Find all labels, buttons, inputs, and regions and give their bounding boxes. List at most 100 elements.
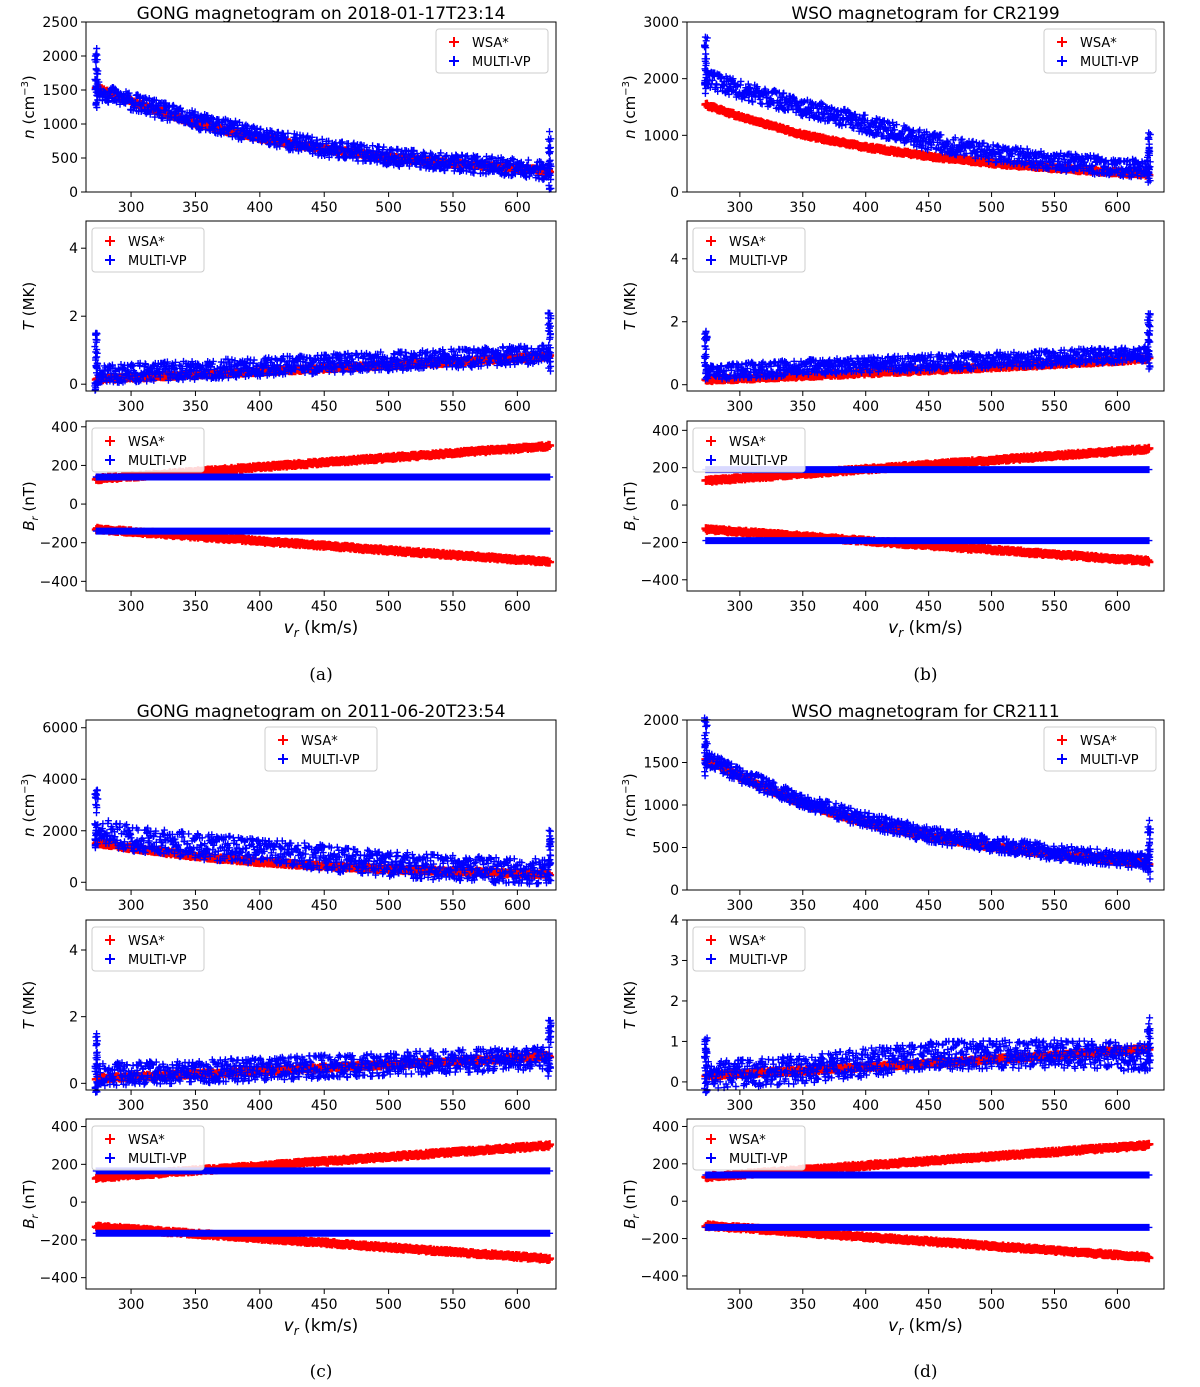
legend-wsa-marker [706, 935, 716, 945]
y-axis-label: T (MK) [20, 981, 38, 1029]
y-tick-label: 500 [51, 151, 78, 167]
x-tick-label: 500 [978, 1297, 1005, 1313]
x-tick-label: 500 [978, 399, 1005, 415]
multivp-series-markers [702, 1171, 1153, 1179]
axes-frame [85, 21, 557, 193]
x-tick-label: 600 [1104, 1297, 1131, 1313]
legend-box [692, 1125, 806, 1171]
x-tick-label: 600 [504, 1098, 531, 1114]
legend-multivp-label: MULTI-VP [1080, 55, 1139, 70]
multivp-series-markers [91, 786, 555, 888]
chart-title: WSO magnetogram for CR2111 [791, 702, 1059, 722]
x-axis-label: vr (km/s) [888, 1316, 963, 1338]
legend-multivp-marker [105, 455, 115, 465]
y-tick-label: 200 [51, 1157, 78, 1173]
x-tick-label: 450 [915, 1297, 942, 1313]
legend: WSA* MULTI-VP [91, 1125, 205, 1171]
legend-box [264, 726, 378, 772]
legend: WSA* MULTI-VP [91, 926, 205, 972]
x-tick-label: 300 [726, 898, 753, 914]
axes-frame [686, 919, 1165, 1091]
x-tick-label: 300 [118, 1297, 145, 1313]
y-tick-label: 1 [670, 1034, 679, 1050]
y-axis-label: n (cm−3) [621, 773, 639, 837]
y-tick-label: 400 [652, 423, 679, 439]
multivp-series-markers [701, 33, 1154, 186]
x-tick-label: 600 [504, 898, 531, 914]
y-tick-label: −200 [40, 536, 78, 552]
y-tick-label: 2000 [643, 713, 679, 729]
panel-T: 300 350 400 450 500 550 600 0 2 4 T (MK) WSA* MULTI-… [20, 919, 557, 1114]
y-axis-label: n (cm−3) [20, 75, 38, 139]
legend-box [91, 227, 205, 273]
legend-box [692, 926, 806, 972]
legend-multivp-label: MULTI-VP [472, 55, 531, 70]
x-tick-label: 500 [375, 399, 402, 415]
legend: WSA* MULTI-VP [692, 1125, 806, 1171]
axes-frame [686, 220, 1165, 392]
x-tick-label: 450 [915, 599, 942, 615]
legend-box [692, 427, 806, 473]
y-axis-label: Br (nT) [20, 1179, 41, 1229]
legend-wsa-label: WSA* [128, 435, 165, 450]
x-tick-label: 300 [726, 200, 753, 216]
y-tick-label: 400 [51, 420, 78, 436]
x-tick-label: 400 [246, 1297, 273, 1313]
legend: WSA* MULTI-VP [692, 926, 806, 972]
x-tick-label: 450 [311, 599, 338, 615]
legend: WSA* MULTI-VP [91, 227, 205, 273]
x-tick-label: 450 [915, 1098, 942, 1114]
x-tick-label: 500 [375, 898, 402, 914]
legend-box [1043, 28, 1157, 74]
axes-frame [85, 220, 557, 392]
x-tick-label: 300 [118, 599, 145, 615]
wsa-series-markers [91, 1221, 555, 1264]
subfigure-caption: (a) [309, 665, 332, 685]
y-tick-label: 0 [670, 1194, 679, 1210]
legend-multivp-label: MULTI-VP [1080, 753, 1139, 768]
legend: WSA* MULTI-VP [1043, 28, 1157, 74]
y-tick-label: 0 [69, 1195, 78, 1211]
y-axis-label: T (MK) [621, 981, 639, 1029]
legend-multivp-label: MULTI-VP [729, 454, 788, 469]
legend-wsa-label: WSA* [729, 435, 766, 450]
y-tick-label: 0 [670, 498, 679, 514]
y-tick-label: 1500 [42, 83, 78, 99]
multivp-series-markers [702, 537, 1153, 545]
x-tick-label: 600 [1104, 1098, 1131, 1114]
legend-wsa-label: WSA* [729, 1133, 766, 1148]
legend-multivp-label: MULTI-VP [128, 953, 187, 968]
panel-n: 300 350 400 450 500 550 600 0 1000 2000 3000 n (cm−… [621, 15, 1165, 216]
panel-Br: 300 350 400 450 500 550 600 −400 −200 0 200 400 Br (… [20, 420, 557, 615]
legend: WSA* MULTI-VP [1043, 726, 1157, 772]
y-tick-label: 400 [652, 1119, 679, 1135]
y-tick-label: 0 [670, 378, 679, 394]
legend-wsa-marker [706, 436, 716, 446]
y-tick-label: 0 [69, 497, 78, 513]
x-tick-label: 550 [1041, 898, 1068, 914]
x-tick-label: 600 [1104, 200, 1131, 216]
subfigure-caption: (c) [310, 1362, 333, 1382]
x-tick-label: 600 [504, 200, 531, 216]
legend-multivp-marker [706, 255, 716, 265]
panel-Br: 300 350 400 450 500 550 600 −400 −200 0 200 400 Br (… [621, 420, 1165, 615]
legend-wsa-label: WSA* [128, 934, 165, 949]
x-tick-label: 500 [375, 200, 402, 216]
panel-T: 300 350 400 450 500 550 600 0 2 4 T (MK) WSA* MULTI-… [621, 220, 1165, 415]
x-tick-label: 300 [118, 399, 145, 415]
y-tick-label: 4 [69, 241, 78, 257]
y-tick-label: 4 [670, 913, 679, 929]
x-tick-label: 550 [440, 200, 467, 216]
y-axis-label: Br (nT) [621, 481, 642, 531]
x-tick-label: 400 [246, 200, 273, 216]
y-tick-label: 2000 [42, 49, 78, 65]
y-tick-label: 4 [69, 943, 78, 959]
legend-wsa-label: WSA* [1080, 734, 1117, 749]
multivp-series-markers [92, 1229, 554, 1237]
x-tick-label: 450 [311, 399, 338, 415]
x-tick-label: 450 [311, 898, 338, 914]
legend-multivp-label: MULTI-VP [729, 254, 788, 269]
x-tick-label: 400 [246, 1098, 273, 1114]
x-axis-label: vr (km/s) [284, 1316, 359, 1338]
x-tick-label: 600 [504, 1297, 531, 1313]
